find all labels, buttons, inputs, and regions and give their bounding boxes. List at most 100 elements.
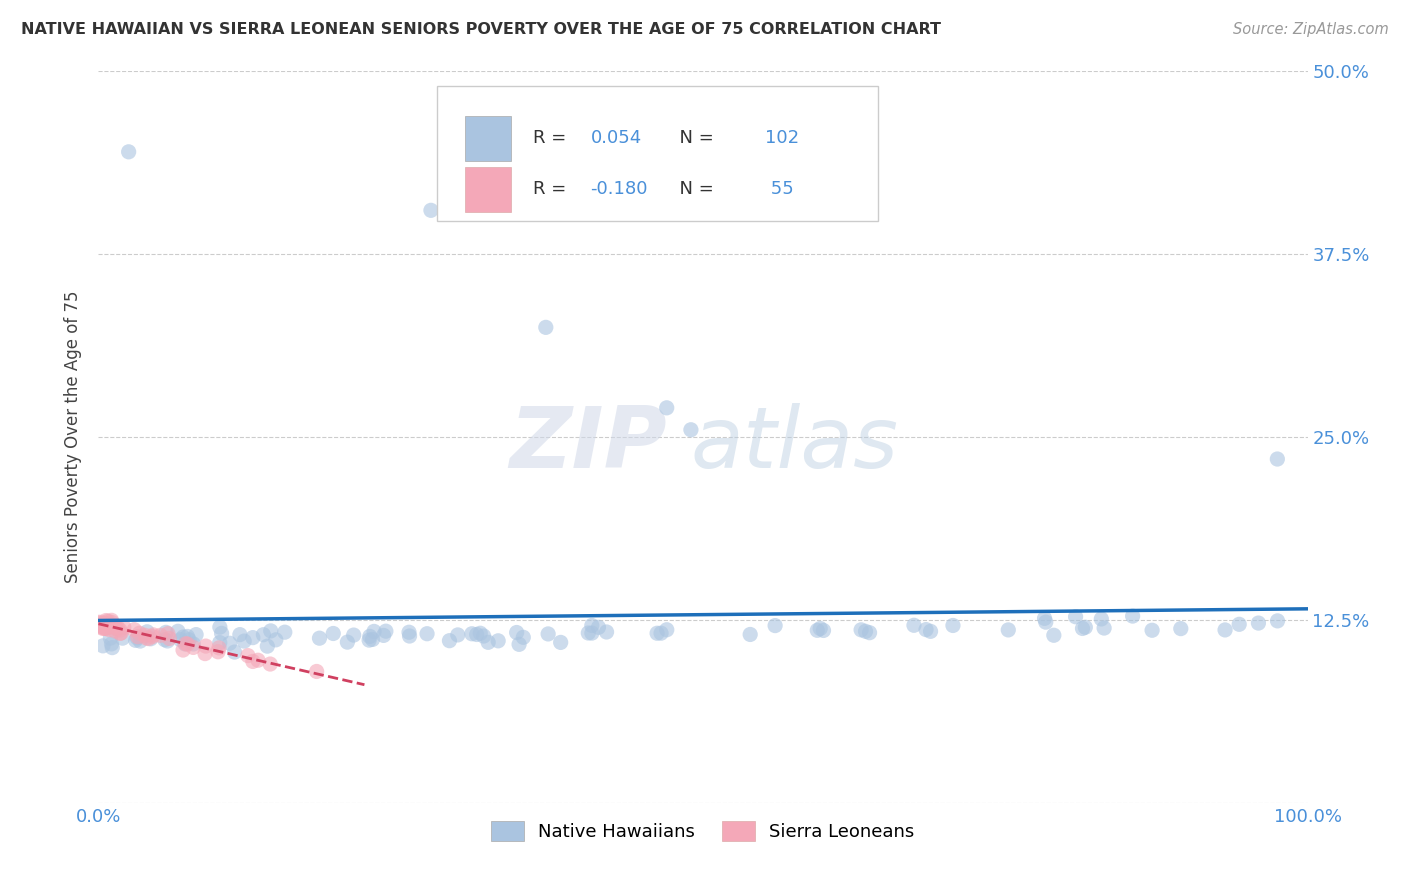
Point: [242, 631, 264, 645]
Point: [172, 643, 194, 657]
Point: [1247, 616, 1270, 631]
Point: [129, 634, 152, 648]
Point: [169, 632, 191, 647]
Point: [100, 617, 122, 632]
Point: [138, 632, 160, 646]
Point: [650, 626, 672, 640]
Point: [211, 626, 233, 640]
Point: [322, 626, 344, 640]
Point: [920, 624, 942, 639]
Point: [1092, 621, 1115, 635]
Point: [252, 628, 274, 642]
Point: [1064, 609, 1087, 624]
Point: [740, 627, 762, 641]
Text: N =: N =: [668, 180, 714, 199]
Text: ZIP: ZIP: [509, 403, 666, 486]
Text: Source: ZipAtlas.com: Source: ZipAtlas.com: [1233, 22, 1389, 37]
Point: [361, 632, 384, 647]
Point: [1213, 623, 1236, 637]
Point: [465, 627, 488, 641]
Point: [581, 618, 603, 632]
Point: [858, 625, 880, 640]
Point: [447, 628, 470, 642]
Point: [97, 619, 120, 633]
Point: [1122, 609, 1144, 624]
Point: [172, 630, 194, 644]
Text: -0.180: -0.180: [591, 180, 648, 199]
Point: [576, 626, 599, 640]
Point: [183, 637, 205, 651]
Point: [1033, 611, 1056, 625]
Point: [98, 619, 121, 633]
Point: [94, 621, 117, 635]
Point: [104, 620, 127, 634]
Point: [655, 623, 678, 637]
Point: [128, 626, 150, 640]
Point: [233, 634, 256, 648]
Point: [218, 636, 240, 650]
Point: [110, 626, 132, 640]
Point: [157, 632, 180, 646]
Point: [373, 628, 395, 642]
Point: [1267, 452, 1289, 467]
Point: [89, 615, 111, 630]
Point: [176, 630, 198, 644]
Point: [91, 621, 114, 635]
Point: [1071, 622, 1094, 636]
Point: [93, 616, 115, 631]
Point: [274, 625, 297, 640]
Point: [167, 624, 190, 639]
Point: [101, 640, 124, 655]
Point: [855, 624, 877, 639]
Point: [997, 623, 1019, 637]
Point: [100, 637, 122, 651]
Point: [207, 645, 229, 659]
Point: [89, 616, 111, 631]
Point: [915, 623, 938, 637]
Point: [176, 637, 198, 651]
Point: [505, 625, 527, 640]
Point: [512, 630, 534, 644]
Point: [343, 628, 366, 642]
Point: [194, 647, 217, 661]
Point: [1267, 614, 1289, 628]
Point: [534, 320, 557, 334]
Point: [224, 645, 246, 659]
Point: [595, 625, 617, 640]
Point: [98, 623, 121, 637]
Point: [550, 635, 572, 649]
Point: [100, 613, 122, 627]
Point: [94, 621, 117, 635]
Point: [461, 627, 484, 641]
Point: [177, 632, 200, 647]
Point: [305, 665, 328, 679]
Point: [256, 639, 278, 653]
Point: [122, 623, 145, 637]
Text: R =: R =: [533, 129, 571, 147]
Point: [420, 203, 443, 218]
Point: [101, 615, 124, 630]
Point: [184, 627, 207, 641]
Point: [359, 633, 381, 648]
Point: [181, 640, 204, 655]
Point: [581, 626, 603, 640]
Point: [242, 655, 264, 669]
Point: [101, 619, 124, 633]
Point: [1227, 617, 1250, 632]
Point: [363, 624, 385, 639]
Point: [398, 625, 420, 640]
Point: [134, 628, 156, 642]
Point: [174, 637, 197, 651]
Point: [98, 619, 121, 633]
FancyBboxPatch shape: [437, 86, 879, 221]
Point: [208, 640, 231, 655]
Point: [112, 620, 135, 634]
Point: [103, 619, 125, 633]
Point: [849, 623, 872, 637]
Point: [679, 423, 702, 437]
Point: [942, 618, 965, 632]
Point: [136, 624, 159, 639]
Point: [763, 618, 786, 632]
Point: [470, 626, 492, 640]
Point: [100, 631, 122, 645]
